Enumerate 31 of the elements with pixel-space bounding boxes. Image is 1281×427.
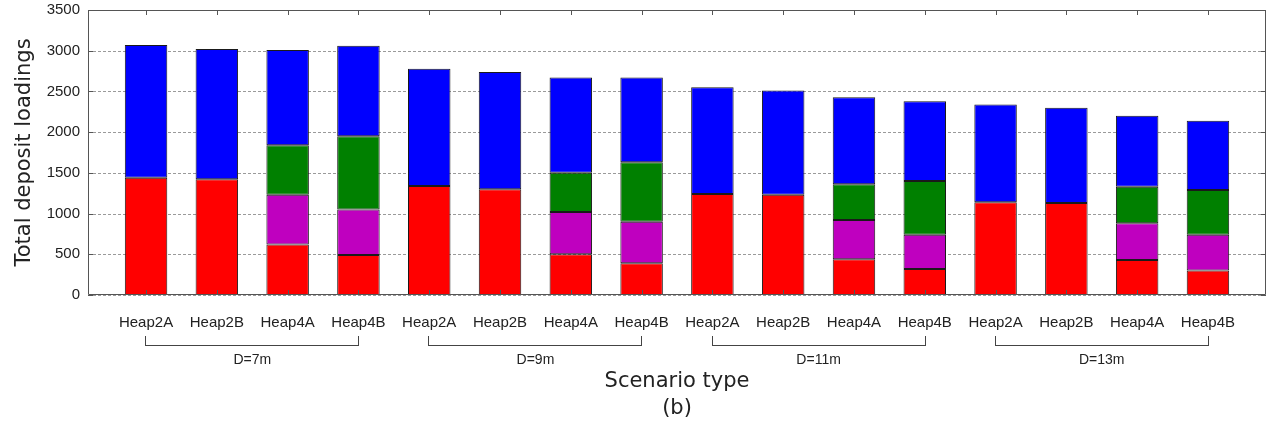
x-axis-title: Scenario type [604,368,750,393]
x-tick-label: Heap2A [118,313,174,331]
x-tick-label: Heap4B [614,313,669,331]
x-tick-label: Heap4A [260,313,315,331]
x-tick-label: Heap2A [685,313,740,331]
text: D=9m [516,350,555,367]
x-tick-label: Heap4A [543,313,598,331]
text: (b) [662,395,692,420]
x-tick-label: Heap2B [472,313,528,331]
text: D=13m [1078,350,1125,367]
x-tick-label: Heap4A [1110,313,1165,331]
y-tick-label: 0 [71,285,80,303]
y-tick-label: 1500 [46,163,80,180]
y-tick-label: 3000 [46,40,80,58]
x-tick-label: Heap4B [897,313,952,331]
y-tick-label: 2500 [46,81,80,99]
x-tick-label: Heap2B [756,313,811,331]
text: D=11m [796,350,841,367]
y-tick-label: 2000 [46,122,80,140]
y-axis-title: Total deposit loadings [11,38,36,268]
y-tick-label: 1000 [46,203,80,221]
x-tick-label: Heap2B [189,313,244,331]
x-tick-label: Heap4A [826,313,882,331]
x-tick-label: Heap2B [1039,313,1094,331]
text: D=7m [233,350,272,367]
x-tick-label: Heap2A [968,313,1023,331]
x-tick-label: Heap4B [1180,313,1236,331]
x-tick-label: Heap2A [402,313,457,331]
y-tick-label: 3500 [46,0,80,18]
y-tick-label: 500 [54,244,80,262]
x-tick-label: Heap4B [331,313,386,331]
